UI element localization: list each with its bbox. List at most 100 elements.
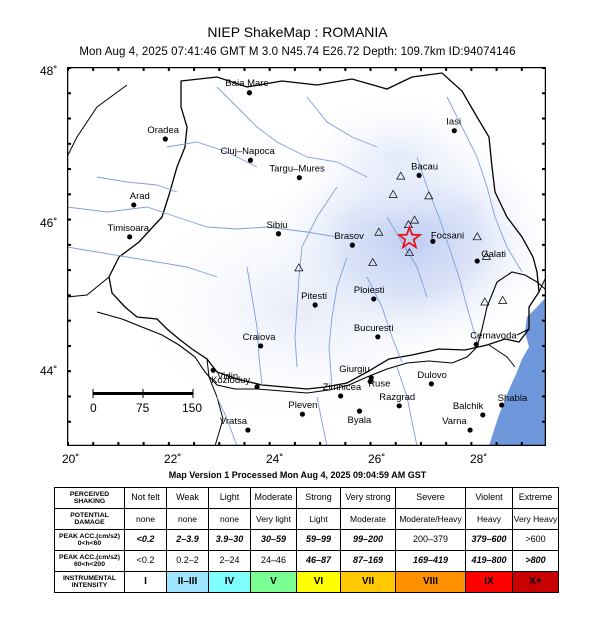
city-marker[interactable] (162, 136, 168, 142)
city-marker[interactable] (349, 242, 355, 248)
serbia-border (67, 276, 110, 298)
city-marker[interactable] (430, 238, 436, 244)
frame-tick (67, 92, 71, 95)
frame-tick (67, 193, 71, 196)
station-triangle[interactable] (404, 248, 415, 257)
frame-tick (67, 420, 71, 423)
frame-tick (293, 442, 296, 446)
epicenter-star[interactable] (396, 224, 423, 250)
scale-label-0: 0 (90, 401, 97, 415)
legend-cell: VI (296, 571, 341, 593)
frame-tick (243, 442, 246, 446)
city-marker[interactable] (473, 341, 479, 348)
city-label: Zimnicea (323, 382, 362, 393)
city-marker[interactable] (375, 334, 381, 340)
legend-cell: 30–59 (250, 529, 297, 551)
city-label: Brasov (334, 231, 364, 242)
city-label: Timisoara (108, 223, 150, 234)
frame-tick (67, 117, 71, 120)
lat-label-46: 46˚ (40, 216, 58, 230)
city-marker[interactable] (210, 367, 216, 373)
frame-tick (268, 67, 271, 71)
city-marker[interactable] (258, 343, 264, 349)
legend-cell: Heavy (465, 508, 513, 530)
city-label: Baia Mare (225, 78, 268, 89)
station-triangle[interactable] (480, 297, 490, 306)
station-triangle[interactable] (424, 191, 434, 200)
city-label: Vidin (217, 371, 238, 382)
city-marker[interactable] (312, 302, 318, 308)
frame-ticks (67, 67, 546, 446)
city-marker[interactable] (416, 172, 422, 178)
station-triangle[interactable] (498, 295, 508, 304)
epicenter[interactable] (396, 224, 423, 250)
city-marker[interactable] (356, 408, 363, 414)
city-marker[interactable] (367, 378, 373, 385)
city-marker[interactable] (254, 384, 260, 390)
city-marker[interactable] (338, 393, 344, 399)
station-triangle[interactable] (374, 227, 384, 236)
city-marker[interactable] (480, 412, 486, 418)
legend-cell: X+ (512, 571, 559, 593)
legend-cell: >600 (512, 529, 559, 551)
legend-cell: Severe (395, 487, 466, 509)
frame-tick (67, 319, 71, 322)
moldova-border (516, 328, 530, 336)
frame-tick (344, 442, 347, 446)
city-label: Kozloduy (211, 375, 250, 386)
station-triangle[interactable] (294, 263, 304, 272)
city-marker[interactable] (499, 402, 505, 408)
city-label: Iasi (446, 117, 461, 128)
station-triangle[interactable] (396, 171, 406, 180)
city-label: Vratsa (220, 416, 248, 427)
city-marker[interactable] (245, 427, 251, 433)
station-triangle[interactable] (409, 215, 420, 224)
legend-cell: Violent (465, 487, 513, 509)
frame-tick (67, 67, 71, 69)
city-marker[interactable] (299, 411, 306, 417)
city-marker[interactable] (275, 231, 282, 237)
frame-tick (394, 67, 397, 71)
city-marker[interactable] (474, 258, 480, 264)
legend-row-header: INSTRUMENTAL INTENSITY (54, 571, 125, 593)
city-label: Razgrad (379, 392, 415, 403)
frame-tick (542, 218, 546, 221)
legend-row-header-line: PEAK ACC.(cm/s2) (59, 532, 120, 540)
cities: Baia Mare Oradea Iasi Cluj–Napoca Targu–Mure… (108, 78, 528, 433)
city-marker[interactable] (246, 90, 253, 96)
frame-tick (542, 243, 546, 246)
legend-cell: <0.2 (124, 529, 167, 551)
frame-tick (319, 67, 322, 71)
city-label: Giurgiu (339, 364, 370, 375)
city-label: Byala (347, 415, 371, 426)
legend-cell: none (166, 508, 209, 530)
lon-label-22: 22˚ (164, 452, 182, 466)
frame-tick (542, 193, 546, 196)
legend-cell: 419–800 (465, 550, 513, 572)
station-triangle[interactable] (472, 232, 482, 241)
frame-tick (445, 67, 448, 71)
legend-cell: Light (208, 487, 251, 509)
romania-bulgaria-east-border (488, 344, 516, 368)
frame-tick (67, 370, 71, 373)
lat-label-44: 44˚ (40, 364, 58, 378)
station-triangle[interactable] (388, 189, 398, 198)
city-marker[interactable] (247, 157, 254, 163)
city-marker[interactable] (396, 403, 402, 409)
city-marker[interactable] (371, 296, 377, 302)
city-marker[interactable] (451, 128, 457, 134)
legend-cell: 0.2–2 (166, 550, 209, 572)
station-triangle[interactable] (368, 257, 378, 266)
city-marker[interactable] (296, 175, 302, 181)
frame-tick (419, 442, 422, 446)
shakemap-map[interactable]: 0 75 150 Baia Mare Oradea Iasi Cluj–Napoca T… (67, 67, 546, 446)
hungary-border (67, 84, 128, 158)
frame-tick (542, 269, 546, 272)
frame-tick (445, 442, 448, 446)
station-triangle[interactable] (481, 251, 491, 260)
city-marker[interactable] (131, 202, 137, 208)
frame-tick (542, 319, 546, 322)
city-marker[interactable] (127, 234, 133, 240)
city-marker[interactable] (467, 427, 473, 433)
city-marker[interactable] (428, 381, 434, 387)
